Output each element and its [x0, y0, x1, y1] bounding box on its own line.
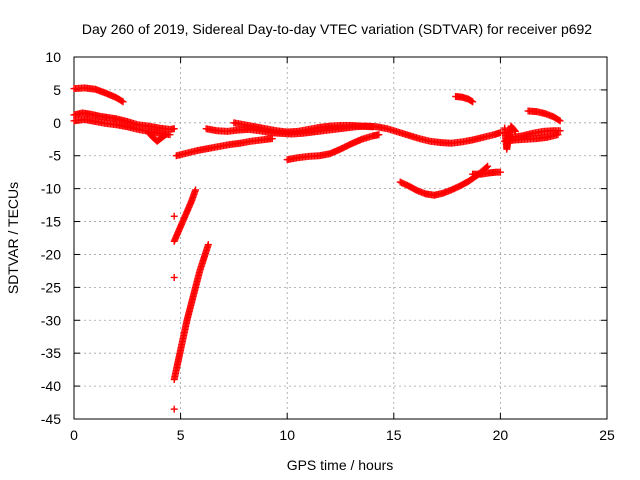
- y-tick-label: -10: [41, 181, 61, 197]
- y-tick-label: 5: [53, 82, 61, 98]
- data-point-outlier: [170, 405, 178, 413]
- x-tick-label: 10: [279, 427, 295, 443]
- x-tick-label: 15: [386, 427, 402, 443]
- y-tick-label: 10: [45, 49, 61, 65]
- data-point: [162, 131, 170, 139]
- y-tick-label: -40: [41, 378, 61, 394]
- y-tick-label: -5: [49, 148, 62, 164]
- data-point: [554, 131, 562, 139]
- axis-ticks: 0 5 10 15 20 25 10 5 0 -5 -10 -15 -20 -25 -30 -35 -40 -45: [41, 49, 615, 443]
- data-point: [118, 97, 126, 105]
- data-point: [161, 131, 169, 139]
- data-point: [555, 116, 563, 124]
- data-point: [556, 117, 564, 125]
- plot-frame: [73, 56, 608, 420]
- chart-title: Day 260 of 2019, Sidereal Day-to-day VTE…: [82, 21, 592, 37]
- data-point: [469, 98, 477, 106]
- data-point: [556, 127, 564, 135]
- data-point-outlier: [170, 273, 178, 281]
- y-tick-label: -30: [41, 312, 61, 328]
- x-tick-label: 0: [70, 427, 78, 443]
- data-point: [496, 168, 504, 176]
- data-point: [511, 127, 519, 135]
- data-point: [204, 241, 212, 249]
- data-point: [483, 163, 491, 171]
- data-point: [368, 123, 376, 131]
- x-tick-label: 25: [599, 427, 615, 443]
- x-tick-label: 20: [493, 427, 509, 443]
- y-tick-label: -45: [41, 411, 61, 427]
- data-point: [170, 125, 178, 133]
- data-point-outlier: [170, 212, 178, 220]
- y-tick-label: -20: [41, 246, 61, 262]
- data-point: [119, 98, 127, 106]
- data-points: [70, 84, 564, 413]
- y-axis-label: SDTVAR / TECUs: [5, 182, 21, 294]
- x-tick-label: 5: [177, 427, 185, 443]
- data-point: [510, 126, 518, 134]
- y-tick-label: -35: [41, 345, 61, 361]
- x-axis-label: GPS time / hours: [287, 457, 394, 473]
- y-tick-label: 0: [53, 115, 61, 131]
- y-tick-label: -25: [41, 279, 61, 295]
- data-point: [192, 186, 200, 194]
- data-point: [484, 162, 492, 170]
- y-tick-label: -15: [41, 214, 61, 230]
- data-point: [375, 131, 383, 139]
